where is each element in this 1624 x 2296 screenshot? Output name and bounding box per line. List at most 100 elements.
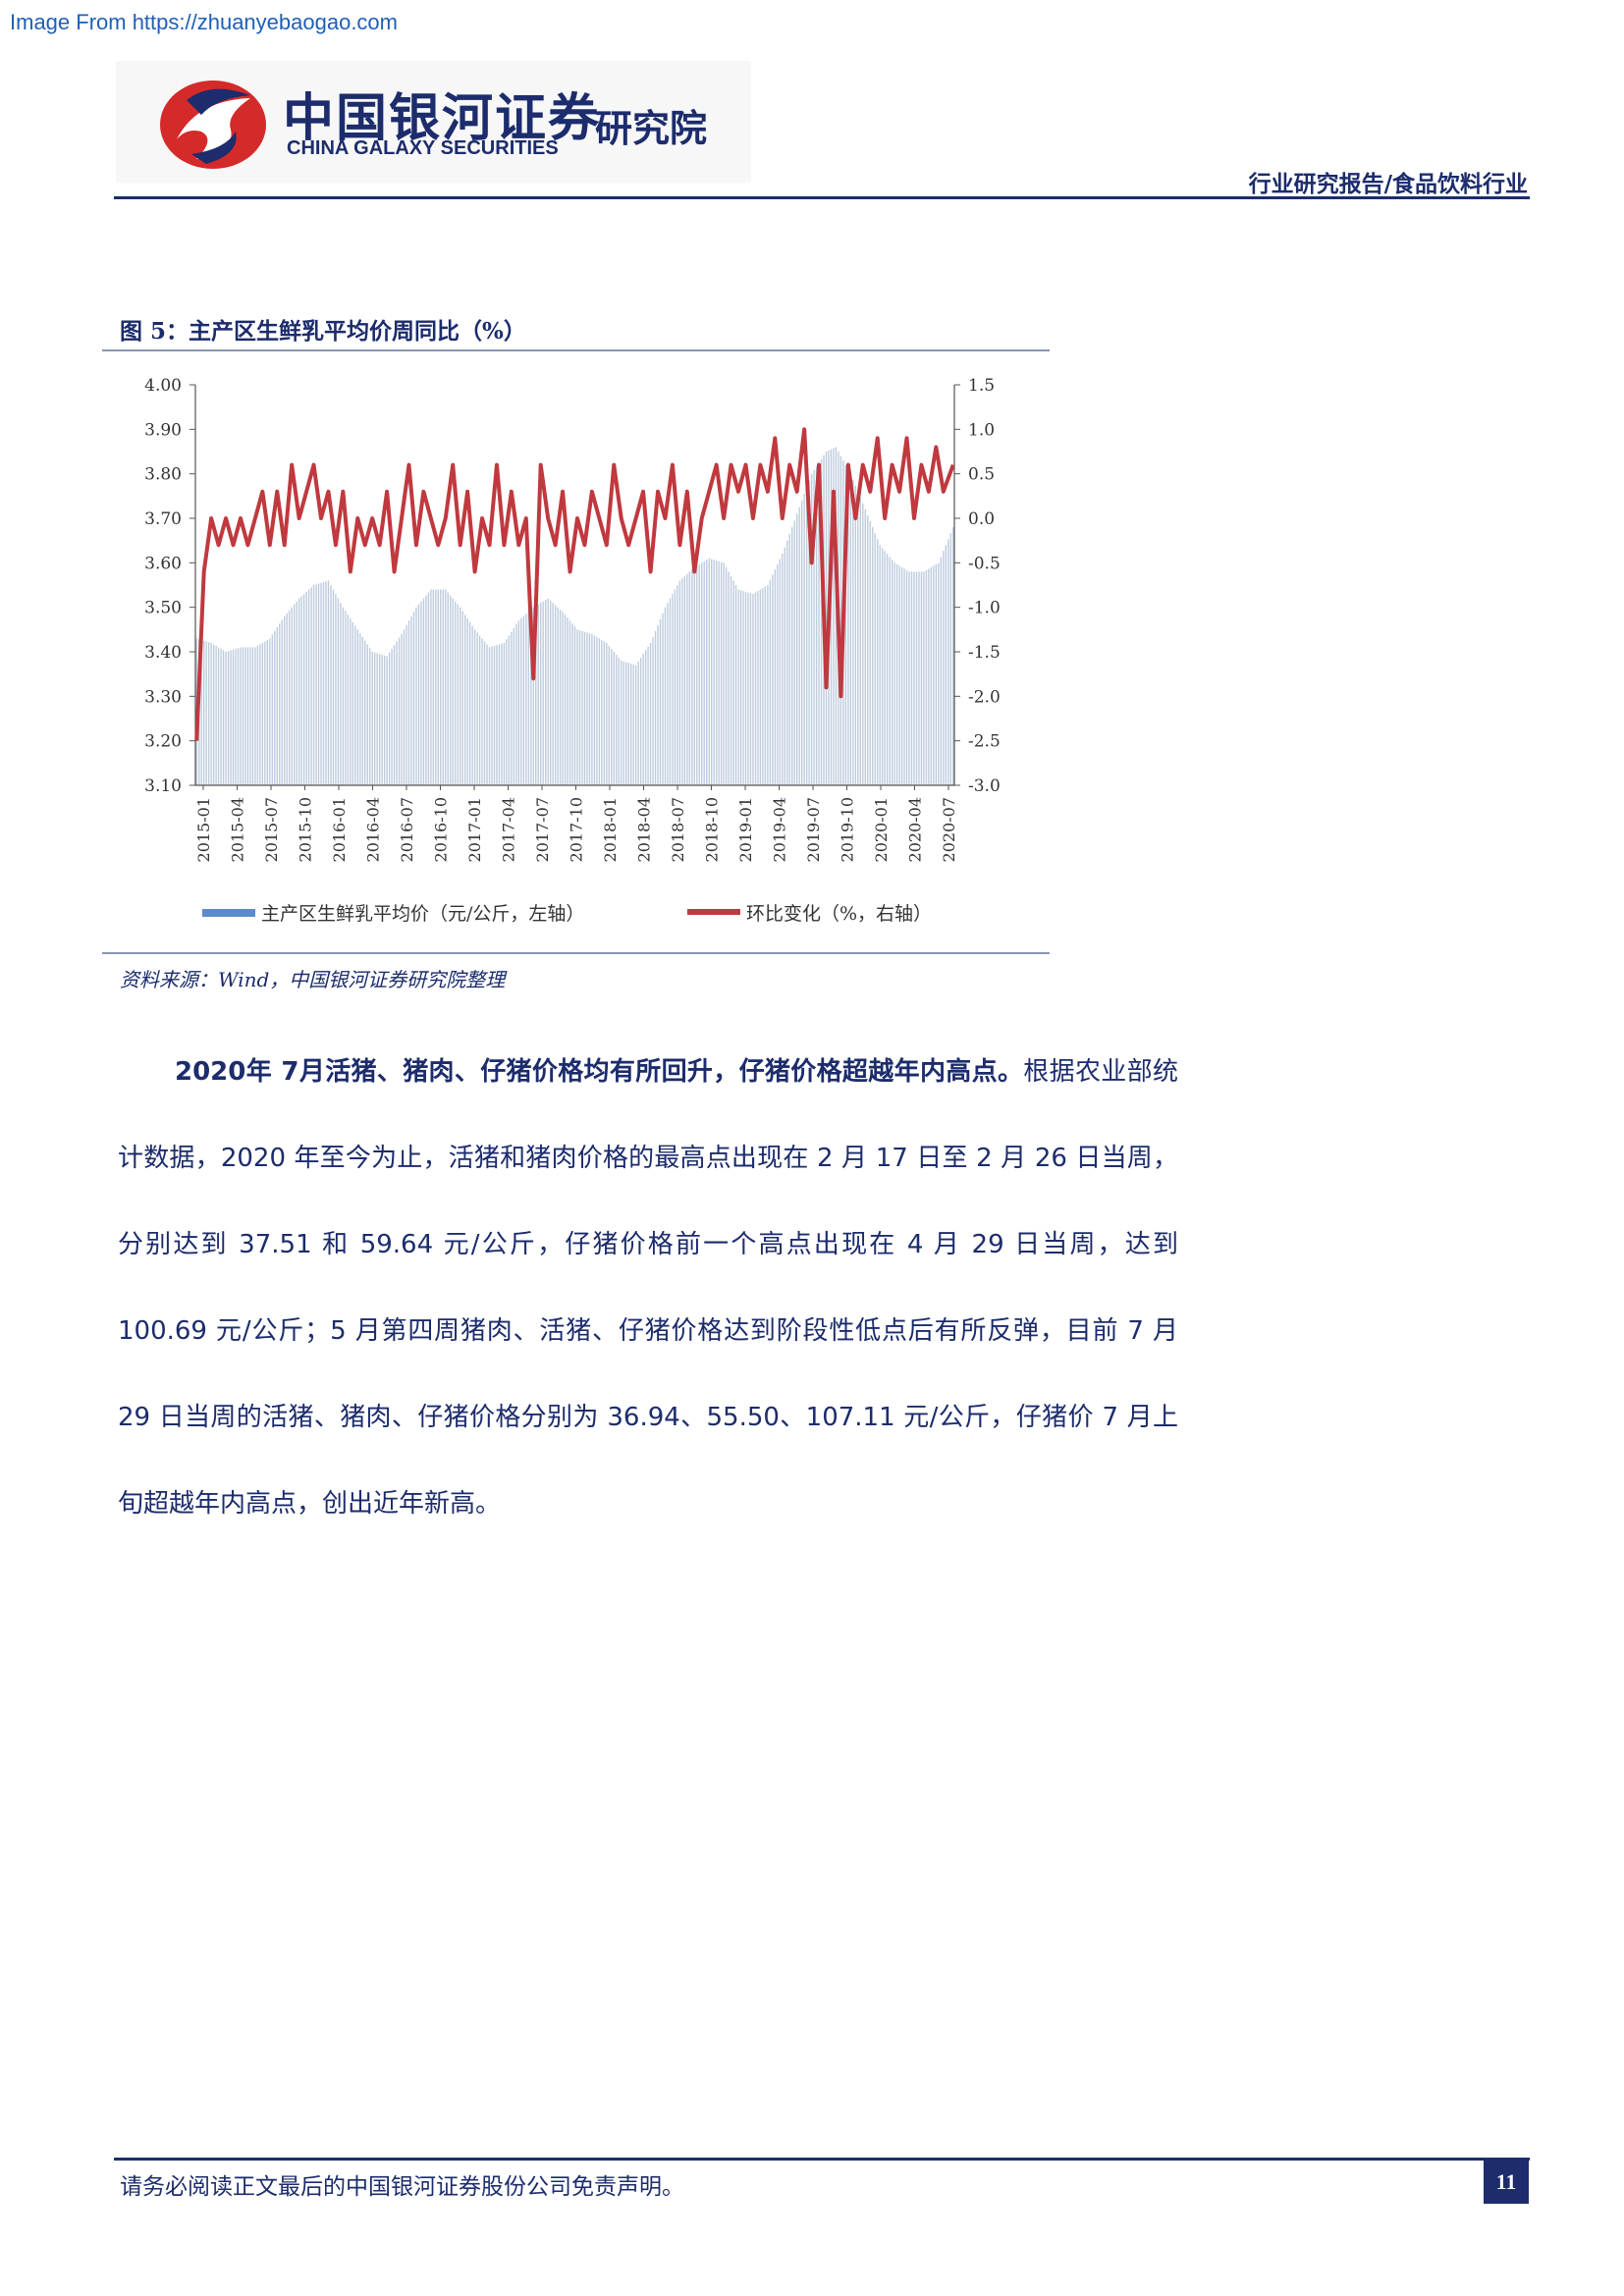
- price-bar: [473, 629, 476, 785]
- price-bar: [410, 615, 412, 785]
- price-bar: [739, 590, 742, 785]
- price-bar: [259, 644, 261, 785]
- price-bar: [378, 654, 381, 785]
- price-bar: [445, 589, 447, 785]
- milk-price-chart: 4.00 3.90 3.80 3.70 3.60 3.50 3.40 3.30 3.20 3.10…: [144, 376, 1001, 925]
- price-bar: [200, 639, 202, 785]
- price-bar: [747, 592, 749, 785]
- price-bar: [696, 565, 698, 785]
- price-bar: [554, 605, 557, 785]
- x-axis-tick-label: 2020-01: [872, 797, 891, 862]
- price-bar: [503, 642, 506, 785]
- price-bar: [637, 661, 639, 785]
- price-bar: [886, 554, 889, 785]
- price-bar: [271, 634, 273, 785]
- right-axis-tick-label: 1.5: [968, 376, 995, 396]
- price-bar: [302, 594, 305, 785]
- price-bar: [598, 638, 601, 785]
- price-bar: [849, 473, 852, 785]
- right-axis-tick-label: -1.5: [968, 643, 1001, 663]
- price-bar: [898, 565, 900, 785]
- price-bar: [342, 607, 345, 785]
- price-bar: [279, 623, 281, 785]
- price-bar: [852, 479, 854, 785]
- x-axis-tick-label: 2016-04: [364, 797, 383, 862]
- price-bar: [222, 650, 225, 785]
- source-url[interactable]: Image From https://zhuanyebaogao.com: [10, 10, 398, 34]
- price-bar: [491, 646, 493, 785]
- legend-swatch-bar: [202, 909, 255, 917]
- x-axis-tick-label: 2019-01: [736, 797, 755, 862]
- price-bar: [839, 455, 842, 785]
- price-bar: [212, 644, 215, 785]
- price-bar: [606, 642, 608, 785]
- price-bar: [701, 562, 703, 785]
- price-bar: [476, 632, 478, 785]
- price-bar: [488, 647, 491, 785]
- price-bar: [632, 664, 634, 785]
- price-bar: [833, 448, 835, 785]
- price-bar: [422, 598, 425, 785]
- price-bar: [749, 593, 752, 785]
- price-bar: [437, 589, 439, 785]
- price-bar: [791, 527, 793, 785]
- price-bar: [603, 641, 606, 785]
- price-bar: [703, 561, 705, 785]
- price-bar: [407, 620, 410, 785]
- price-bar: [332, 589, 335, 785]
- price-bar: [305, 591, 307, 785]
- price-bar: [393, 645, 396, 785]
- price-bar: [803, 494, 805, 785]
- price-bar: [844, 464, 847, 785]
- price-bar: [642, 654, 644, 785]
- footer-disclaimer: 请务必阅读正文最后的中国银河证券股份公司免责声明。: [120, 2174, 684, 2200]
- price-bar: [396, 641, 398, 785]
- price-bar: [795, 513, 798, 785]
- paragraph-lead: 2020年 7月活猪、猪肉、仔猪价格均有所回升，仔猪价格超越年内高点。: [175, 1057, 1024, 1087]
- price-bar: [788, 533, 790, 785]
- x-axis-tick-label: 2017-01: [465, 797, 484, 862]
- price-bar: [905, 569, 908, 785]
- price-bar: [322, 581, 325, 785]
- price-bar: [506, 639, 508, 785]
- price-bar: [354, 625, 356, 785]
- price-bar: [261, 642, 264, 785]
- price-bar: [757, 591, 759, 785]
- price-bar: [908, 571, 910, 785]
- price-bar: [420, 601, 422, 785]
- price-bar: [616, 655, 618, 785]
- price-bar: [625, 662, 627, 785]
- price-bar: [293, 604, 296, 785]
- price-bar: [654, 630, 657, 785]
- figure-top-rule: [102, 349, 1050, 351]
- price-bar: [515, 624, 517, 785]
- left-axis-tick-label: 3.30: [144, 687, 182, 707]
- price-bar: [762, 588, 764, 785]
- price-bar: [864, 508, 866, 785]
- price-bar: [366, 644, 368, 785]
- price-bar: [369, 648, 371, 785]
- price-bar: [798, 507, 800, 785]
- price-bar: [639, 658, 642, 785]
- price-bar: [623, 661, 624, 785]
- figure-source: 资料来源：Wind，中国银河证券研究院整理: [120, 968, 506, 991]
- price-bar: [540, 603, 542, 785]
- price-bar: [312, 585, 315, 785]
- galaxy-logo-icon: [160, 80, 266, 169]
- price-bar: [874, 533, 876, 785]
- price-bar: [895, 563, 898, 785]
- x-axis-tick-label: 2018-10: [703, 797, 722, 862]
- x-axis-tick-label: 2017-10: [568, 797, 586, 862]
- price-bar: [688, 571, 691, 785]
- left-axis-tick-label: 3.10: [144, 776, 182, 796]
- price-bar: [564, 614, 567, 785]
- x-axis-tick-label: 2016-01: [330, 797, 349, 862]
- price-bar: [884, 551, 886, 785]
- legend-swatch-line: [687, 909, 740, 915]
- price-bar: [383, 655, 386, 785]
- legend-label-bar: 主产区生鲜乳平均价（元/公斤，左轴）: [261, 903, 584, 925]
- price-bar: [644, 650, 647, 785]
- price-bar: [889, 557, 891, 785]
- price-bar: [417, 604, 420, 785]
- price-bar: [669, 598, 672, 785]
